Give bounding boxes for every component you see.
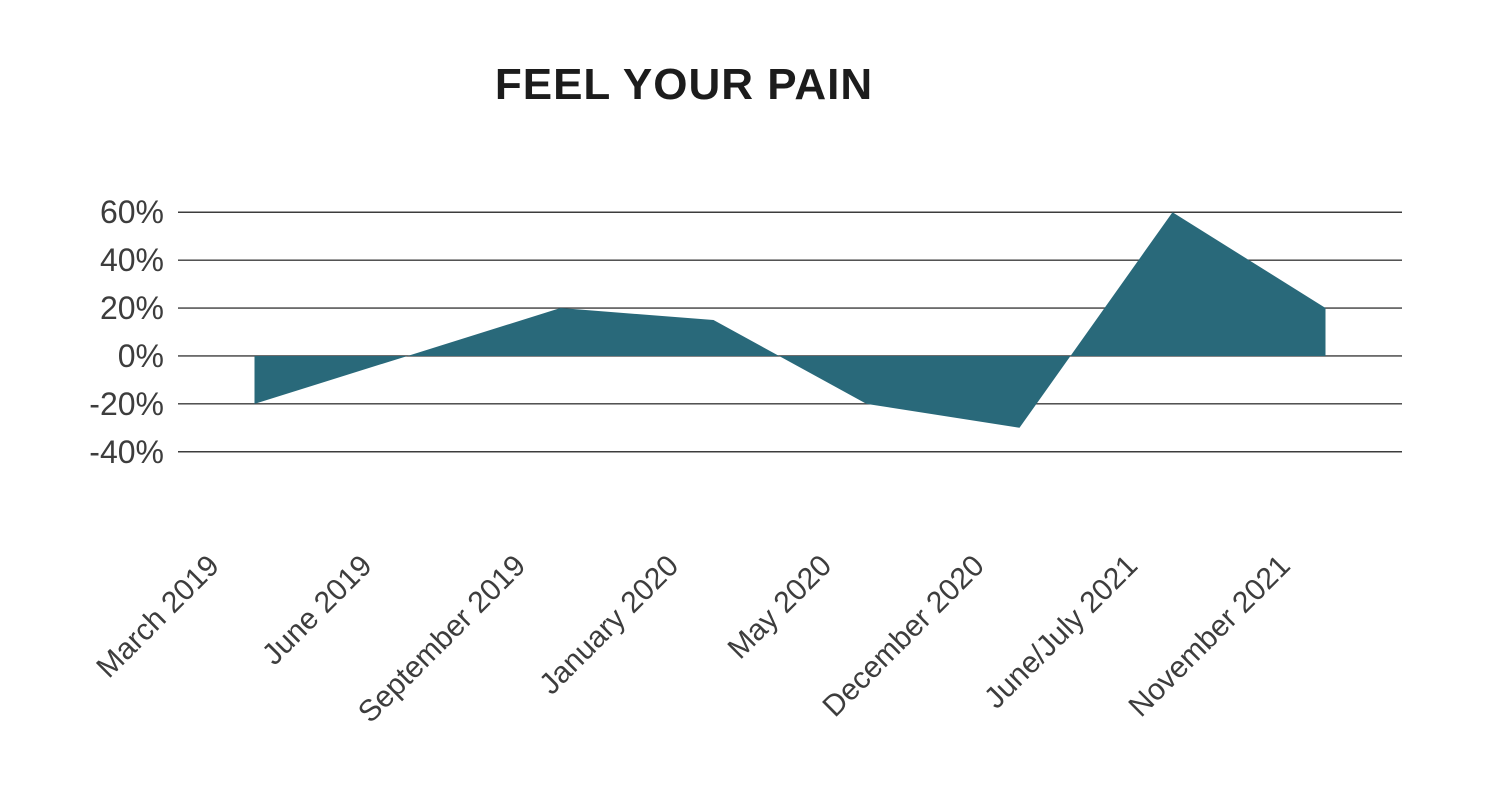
area-series (254, 212, 1326, 428)
y-tick-label: -40% (89, 433, 164, 470)
y-tick-label: 60% (99, 194, 164, 230)
x-tick-label: December 2020 (816, 549, 991, 724)
y-tick-label: 0% (117, 337, 164, 374)
x-tick-label: June 2019 (256, 549, 379, 672)
y-tick-label: 40% (99, 241, 164, 278)
x-tick-label: January 2020 (532, 549, 685, 701)
x-tick-label: May 2020 (721, 549, 838, 666)
y-tick-label: 20% (99, 289, 164, 326)
plot-area (178, 211, 1402, 453)
chart-title: FEEL YOUR PAIN (494, 60, 874, 109)
x-tick-label: November 2021 (1122, 549, 1297, 724)
x-tick-label: June/July 2021 (977, 549, 1144, 716)
x-tick-label: March 2019 (90, 549, 226, 685)
y-tick-label: -20% (89, 385, 164, 422)
x-tick-label: September 2019 (351, 549, 532, 730)
